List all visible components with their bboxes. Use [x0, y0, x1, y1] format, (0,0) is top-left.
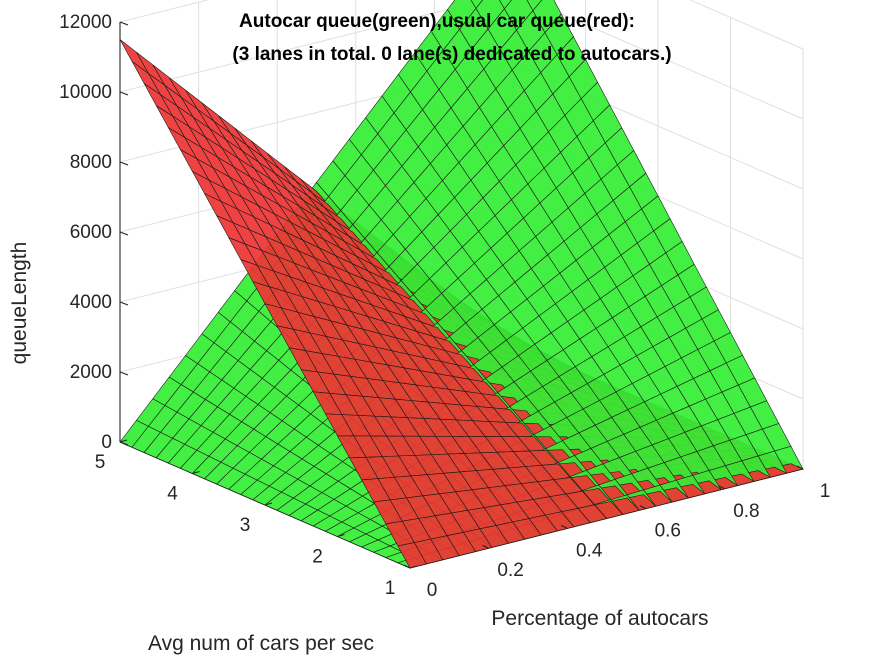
z-tick-label: 10000: [59, 82, 112, 103]
x-tick-mark: [482, 544, 489, 549]
x-tick-mark: [718, 485, 725, 490]
z-tick-mark: [119, 91, 129, 96]
chart-title-line1: Autocar queue(green),usual car queue(red…: [239, 11, 635, 32]
z-tick-mark: [119, 301, 129, 306]
z-tick-mark: [119, 371, 129, 376]
x-tick-label: 1: [820, 481, 831, 502]
y-tick-mark: [119, 439, 128, 443]
usual-car-surface-patch: [119, 39, 149, 74]
z-tick-mark: [119, 161, 129, 166]
z-tick-label: 6000: [70, 222, 112, 243]
x-tick-label: 0.8: [733, 501, 759, 522]
x-tick-mark: [796, 465, 804, 470]
y-tick-mark: [264, 502, 273, 506]
x-tick-mark: [403, 564, 411, 569]
x-axis-label: Percentage of autocars: [491, 607, 708, 630]
z-tick-mark: [119, 21, 129, 26]
chart-title-line2: (3 lanes in total. 0 lane(s) dedicated t…: [232, 44, 671, 65]
tick-labels: 0 2000 4000 6000 8000 10000 12000 0 0.2 0.4 0.6 0.8…: [59, 12, 830, 601]
x-tick-label: 0: [427, 580, 438, 601]
grid-line-wall-z: [119, 0, 210, 23]
y-tick-label: 5: [95, 452, 106, 473]
autocar-surface-patch: [499, 0, 512, 10]
y-axis-label: Avg num of cars per sec: [148, 632, 374, 655]
usual-car-surface-patch: [397, 542, 427, 569]
z-tick-label: 4000: [70, 292, 112, 313]
x-tick-mark: [560, 524, 568, 529]
x-tick-label: 0.4: [576, 540, 603, 561]
z-tick-label: 8000: [70, 152, 112, 173]
y-tick-mark: [192, 470, 200, 475]
grid-line-wall-z: [688, 0, 804, 50]
autocar-surface-patch: [526, 0, 543, 12]
y-tick-mark: [337, 533, 345, 538]
z-tick-label: 12000: [59, 12, 112, 33]
y-tick-mark: [409, 565, 418, 569]
x-tick-label: 0.6: [655, 521, 681, 542]
y-tick-label: 3: [240, 515, 251, 536]
y-tick-label: 4: [167, 484, 178, 505]
y-tick-label: 1: [385, 578, 396, 599]
z-tick-mark: [119, 231, 129, 236]
z-tick-label: 2000: [70, 362, 112, 383]
autocar-surface-patch: [470, 0, 483, 9]
y-tick-label: 2: [312, 547, 323, 568]
x-tick-label: 0.2: [497, 560, 523, 581]
z-tick-label: 0: [101, 432, 112, 453]
surface-layer: [119, 0, 804, 569]
z-axis-label: queueLength: [8, 242, 31, 365]
x-tick-mark: [639, 505, 647, 510]
z-tick-mark: [119, 441, 129, 446]
